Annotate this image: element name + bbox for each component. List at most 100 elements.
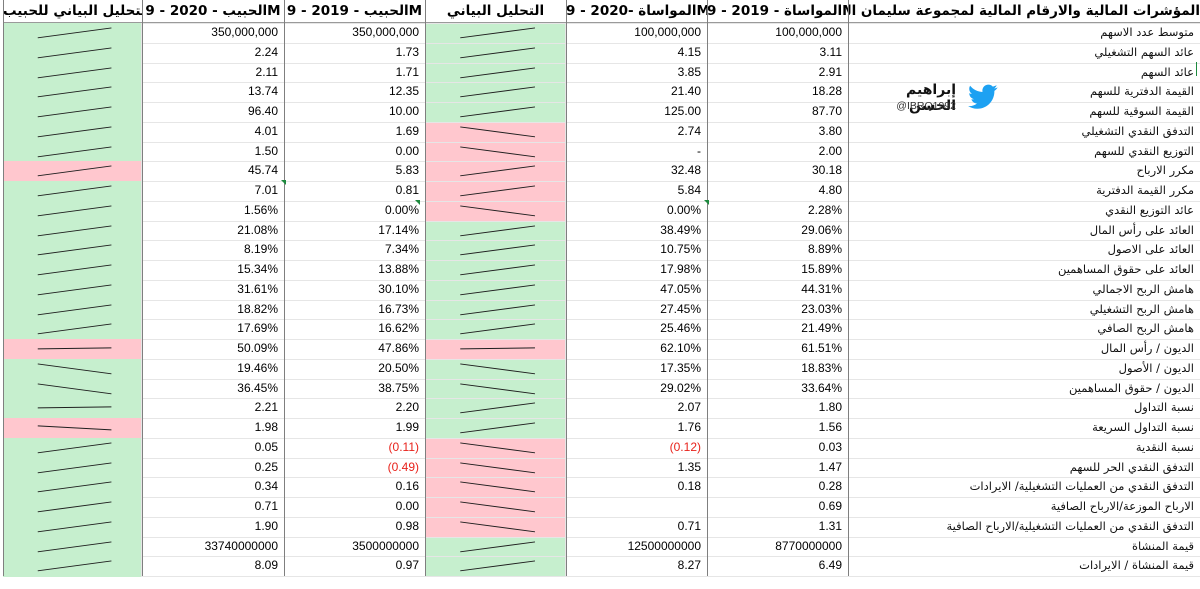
value-cell[interactable]: 0.71 (254, 499, 278, 513)
value-cell[interactable]: 15.89% (801, 262, 842, 276)
sparkline-cell[interactable] (425, 82, 566, 103)
value-cell[interactable]: 29.06% (801, 222, 842, 237)
value-cell[interactable]: 5.84 (677, 183, 701, 197)
value-cell[interactable]: 2.21 (254, 400, 278, 415)
value-cell[interactable]: 47.05% (660, 281, 701, 296)
twitter-bird-icon[interactable] (968, 84, 998, 110)
value-cell[interactable]: 21.08% (237, 222, 278, 237)
sparkline-cell[interactable] (425, 42, 566, 63)
value-cell[interactable]: 29.02% (660, 380, 701, 395)
sparkline-cell[interactable] (425, 437, 566, 458)
author-handle[interactable]: @IBRQ1992 (896, 100, 956, 112)
sparkline-cell[interactable] (425, 161, 566, 182)
sparkline-cell[interactable] (425, 516, 566, 537)
value-cell[interactable]: 1.73 (395, 44, 419, 59)
sparkline-cell[interactable] (425, 279, 566, 300)
value-cell[interactable]: 21.49% (801, 321, 842, 336)
value-cell[interactable]: 2.11 (255, 64, 278, 79)
value-cell[interactable]: 38.75% (378, 380, 419, 395)
sparkline-cell[interactable] (425, 102, 566, 123)
value-cell[interactable]: 0.28 (818, 479, 842, 494)
value-cell[interactable]: 27.45% (660, 301, 701, 316)
value-cell[interactable]: 3500000000 (352, 538, 419, 553)
value-cell[interactable]: 0.69 (818, 499, 842, 513)
sparkline-cell[interactable] (425, 181, 566, 202)
sparkline-cell[interactable] (425, 62, 566, 83)
column-header[interactable]: المؤشرات المالية والارقام المالية لمجموع… (848, 0, 1200, 23)
sparkline-cell[interactable] (425, 358, 566, 379)
value-cell[interactable]: 2.24 (254, 44, 278, 59)
value-cell[interactable]: 3.85 (677, 64, 701, 79)
column-header[interactable]: التحليل البياني (425, 0, 566, 23)
value-cell[interactable]: (0.12) (669, 439, 701, 454)
sparkline-cell[interactable] (3, 477, 142, 498)
value-cell[interactable]: 0.81 (395, 183, 419, 197)
sparkline-cell[interactable] (3, 319, 142, 340)
value-cell[interactable]: 31.61% (237, 281, 278, 296)
sparkline-cell[interactable] (3, 339, 142, 360)
value-cell[interactable]: 3.80 (818, 123, 842, 138)
value-cell[interactable]: 1.31 (818, 518, 842, 533)
value-cell[interactable]: 8.19% (243, 242, 278, 257)
metric-label[interactable]: هامش الربح التشغيلي (1089, 301, 1194, 316)
value-cell[interactable]: 0.71 (677, 518, 701, 533)
metric-label[interactable]: نسبة التداول السريعة (1092, 420, 1194, 434)
value-cell[interactable]: 0.05 (254, 439, 278, 454)
value-cell[interactable]: 0.25 (254, 459, 278, 474)
value-cell[interactable]: 1.56 (818, 420, 842, 434)
value-cell[interactable]: 6.49 (818, 558, 842, 573)
sparkline-cell[interactable] (3, 497, 142, 518)
value-cell[interactable]: 12500000000 (627, 538, 701, 553)
sparkline-cell[interactable] (425, 339, 566, 360)
metric-label[interactable]: عائد التوزيع النقدي (1105, 202, 1194, 217)
value-cell[interactable]: 2.20 (395, 400, 419, 415)
value-cell[interactable]: 50.09% (237, 341, 278, 355)
metric-label[interactable]: متوسط عدد الاسهم (1100, 25, 1194, 39)
metric-label[interactable]: هامش الربح الصافي (1097, 321, 1194, 336)
sparkline-cell[interactable] (3, 556, 142, 577)
value-cell[interactable]: 350,000,000 (352, 25, 419, 39)
value-cell[interactable]: 61.51% (801, 341, 842, 355)
value-cell[interactable]: 25.46% (660, 321, 701, 336)
value-cell[interactable]: (0.11) (388, 439, 419, 454)
metric-label[interactable]: التدفق النقدي من العمليات التشغيلية/ الا… (969, 479, 1194, 494)
sparkline-cell[interactable] (425, 418, 566, 439)
value-cell[interactable]: - (697, 143, 701, 158)
value-cell[interactable]: 10.75% (660, 242, 701, 257)
sparkline-cell[interactable] (425, 240, 566, 261)
value-cell[interactable]: 1.99 (395, 420, 419, 434)
value-cell[interactable]: 8.27 (677, 558, 701, 573)
column-header[interactable]: المواساة -2020 - 9M (566, 0, 707, 23)
value-cell[interactable]: 20.50% (378, 360, 419, 375)
value-cell[interactable]: 0.98 (395, 518, 419, 533)
sparkline-cell[interactable] (3, 200, 142, 221)
sparkline-cell[interactable] (425, 378, 566, 399)
value-cell[interactable]: 1.80 (818, 400, 842, 415)
sparkline-cell[interactable] (3, 141, 142, 162)
sparkline-cell[interactable] (3, 62, 142, 83)
value-cell[interactable]: 1.90 (254, 518, 278, 533)
value-cell[interactable]: 33740000000 (204, 538, 278, 553)
sparkline-cell[interactable] (425, 556, 566, 577)
metric-label[interactable]: عائد السهم التشغيلي (1094, 44, 1194, 59)
value-cell[interactable]: 3.11 (819, 44, 842, 59)
sparkline-cell[interactable] (3, 358, 142, 379)
value-cell[interactable]: 17.98% (660, 262, 701, 276)
metric-label[interactable]: الارباح الموزعة/الارباح الصافية (1050, 499, 1194, 513)
sparkline-cell[interactable] (3, 536, 142, 557)
sparkline-cell[interactable] (425, 260, 566, 281)
value-cell[interactable]: 7.34% (384, 242, 419, 257)
metric-label[interactable]: قيمة المنشاة / الايرادات (1079, 558, 1194, 573)
sparkline-cell[interactable] (3, 23, 142, 44)
sparkline-cell[interactable] (3, 398, 142, 419)
value-cell[interactable]: 1.98 (254, 420, 278, 434)
sparkline-cell[interactable] (425, 23, 566, 44)
value-cell[interactable]: 0.00 (395, 143, 419, 158)
value-cell[interactable]: 4.80 (818, 183, 842, 197)
value-cell[interactable]: 21.40 (670, 84, 701, 99)
value-cell[interactable]: 8.89% (807, 242, 842, 257)
metric-label[interactable]: التدفق النقدي التشغيلي (1081, 123, 1194, 138)
sparkline-cell[interactable] (425, 141, 566, 162)
value-cell[interactable]: 32.48 (670, 163, 701, 178)
metric-label[interactable]: نسبة النقدية (1135, 439, 1194, 454)
